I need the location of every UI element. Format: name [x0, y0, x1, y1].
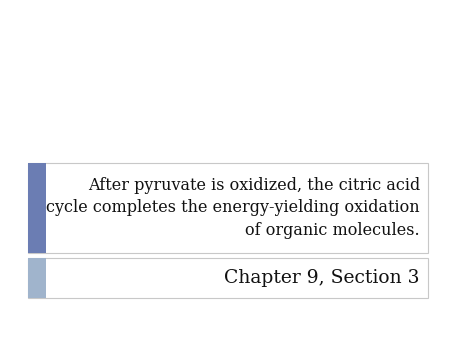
Bar [28, 163, 46, 253]
Bar [28, 163, 428, 253]
Text: After pyruvate is oxidized, the citric acid
cycle completes the energy-yielding : After pyruvate is oxidized, the citric a… [46, 177, 420, 239]
Bar [28, 258, 428, 298]
Text: Chapter 9, Section 3: Chapter 9, Section 3 [225, 269, 420, 287]
Bar [28, 258, 46, 298]
